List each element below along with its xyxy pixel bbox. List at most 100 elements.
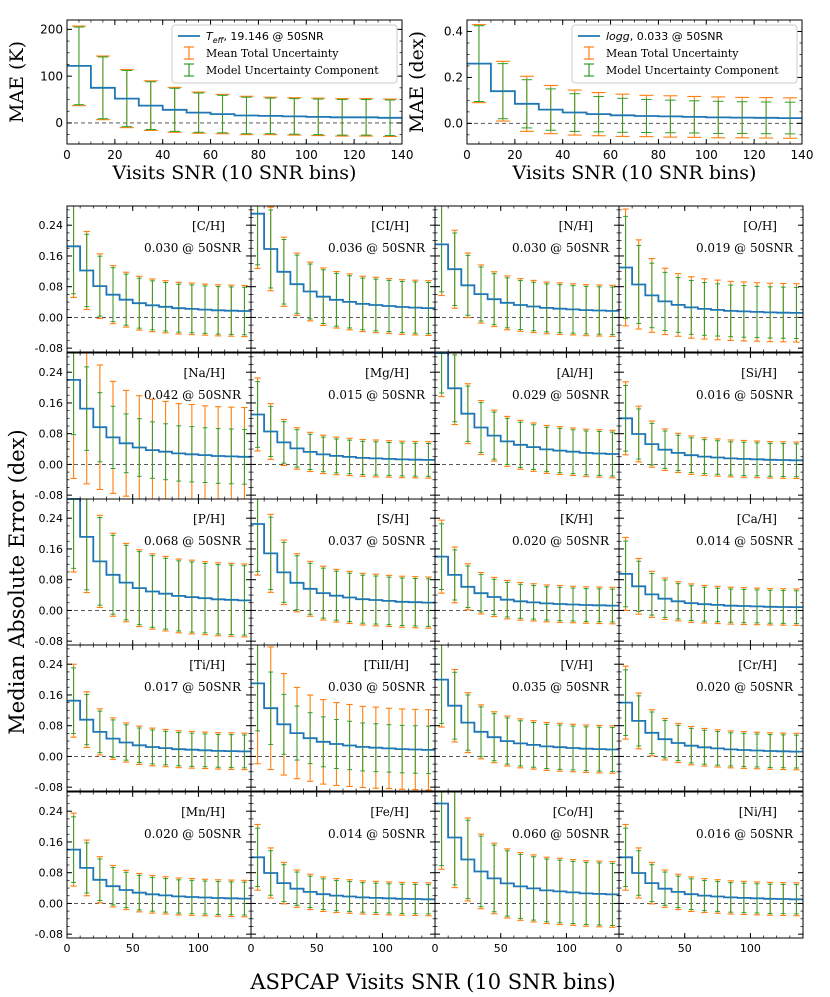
panel-mae-note: 0.020 @ 50SNR: [512, 534, 610, 548]
legend-total-label: Mean Total Uncertainty: [206, 47, 339, 60]
abundance-panel-O_H: [O/H] 0.019 @ 50SNR: [618, 205, 804, 353]
abundance-panel-N_H: [N/H] 0.030 @ 50SNR: [434, 205, 620, 353]
legend-line-label: Teff, 19.146 @ 50SNR: [206, 30, 324, 45]
x-tick-label: 60: [603, 148, 618, 162]
abundance-panel-CI_H: [CI/H] 0.036 @ 50SNR: [250, 205, 436, 353]
panel-mae-note: 0.016 @ 50SNR: [696, 827, 794, 841]
panel-title: [C/H]: [192, 219, 225, 233]
x-tick-label: 0: [432, 942, 439, 955]
x-tick-label: 100: [295, 148, 318, 162]
y-tick-label: 0.16: [39, 543, 64, 556]
panel-mae-note: 0.068 @ 50SNR: [144, 534, 242, 548]
mae-step-line: [251, 413, 435, 461]
y-tick-label: 0.16: [39, 250, 64, 263]
y-tick-label: 200: [40, 23, 63, 37]
y-tick-label: 0.16: [39, 689, 64, 702]
panel-title: [Si/H]: [741, 366, 777, 380]
panel-mae-note: 0.020 @ 50SNR: [144, 827, 242, 841]
x-tick-label: 100: [556, 942, 577, 955]
abundance-panel-Ni_H: 0 50 100 [Ni/H] 0.016 @ 50SNR: [616, 791, 804, 955]
panel-mae-note: 0.017 @ 50SNR: [144, 680, 242, 694]
abundance-panel-K_H: [K/H] 0.020 @ 50SNR: [434, 498, 620, 646]
panel-title: [O/H]: [743, 219, 777, 233]
mae-step-line: [67, 498, 251, 602]
mae-step-line: [435, 352, 619, 455]
panel-title: [S/H]: [377, 512, 409, 526]
x-tick-label: 0: [463, 148, 471, 162]
abundance-panel-Fe_H: 0 50 100 [Fe/H] 0.014 @ 50SNR: [248, 791, 436, 955]
x-tick-label: 20: [507, 148, 522, 162]
panel-mae-note: 0.029 @ 50SNR: [512, 388, 610, 402]
x-tick-label: 50: [678, 942, 692, 955]
y-tick-label: 0.08: [39, 574, 64, 587]
x-tick-label: 40: [155, 148, 170, 162]
y-tick-label: 0.24: [39, 805, 64, 818]
legend-box: [571, 24, 798, 84]
y-tick-label: -0.08: [35, 635, 63, 648]
abundance-panel-TiII_H: [TiII/H] 0.030 @ 50SNR: [250, 644, 436, 792]
mae-step-line: [67, 245, 251, 312]
panel-title: [Co/H]: [553, 805, 593, 819]
panel-mae-note: 0.036 @ 50SNR: [328, 241, 426, 255]
panel-mae-note: 0.030 @ 50SNR: [144, 241, 242, 255]
panel-title: [Ti/H]: [189, 658, 225, 672]
x-tick-label: 0: [63, 148, 71, 162]
x-tick-label: 100: [372, 942, 393, 955]
panel-mae-note: 0.035 @ 50SNR: [512, 680, 610, 694]
panel-title: [Fe/H]: [370, 805, 409, 819]
shared-y-label: Median Absolute Error (dex): [5, 429, 29, 734]
x-tick-label: 140: [391, 148, 414, 162]
panel-title: [Mg/H]: [365, 366, 409, 380]
y-tick-label: 0.08: [39, 281, 64, 294]
mae-step-line: [251, 682, 435, 751]
y-axis-label: MAE (dex): [406, 31, 428, 133]
y-tick-label: 0: [55, 116, 63, 130]
mae-step-line: [435, 678, 619, 751]
mae-step-line: [67, 699, 251, 753]
panel-mae-note: 0.037 @ 50SNR: [328, 534, 426, 548]
x-tick-label: 0: [248, 942, 255, 955]
abundance-panel-Cr_H: [Cr/H] 0.020 @ 50SNR: [618, 644, 804, 792]
mae-step-line: [251, 523, 435, 604]
legend-model-label: Model Uncertainty Component: [606, 64, 779, 77]
y-tick-label: 0.24: [39, 366, 64, 379]
x-tick-label: 20: [107, 148, 122, 162]
y-tick-label: -0.08: [35, 781, 63, 794]
x-tick-label: 50: [126, 942, 140, 955]
x-axis-label: Visits SNR (10 SNR bins): [112, 162, 357, 184]
legend-total-label: Mean Total Uncertainty: [606, 47, 739, 60]
legend: Teff, 19.146 @ 50SNR Mean Total Uncertain…: [171, 24, 398, 84]
mae-step-line: [435, 243, 619, 312]
y-tick-label: 0.00: [39, 604, 64, 617]
panel-mae-note: 0.019 @ 50SNR: [696, 241, 794, 255]
x-tick-label: 50: [494, 942, 508, 955]
abundance-panel-Mg_H: [Mg/H] 0.015 @ 50SNR: [250, 352, 436, 500]
x-tick-label: 140: [791, 148, 814, 162]
panel-mae-note: 0.016 @ 50SNR: [696, 388, 794, 402]
y-tick-label: -0.08: [35, 342, 63, 355]
mae-step-line: [619, 701, 803, 753]
panel-title: [Na/H]: [183, 366, 225, 380]
panel-title: [CI/H]: [371, 219, 409, 233]
mae-step-line: [251, 212, 435, 309]
panel-mae-note: 0.060 @ 50SNR: [512, 827, 610, 841]
abundance-panel-Na_H: -0.08 0.00 0.08 0.16 0.24 [Na/H] 0.042 @ 50SNR: [35, 352, 252, 502]
x-tick-label: 100: [188, 942, 209, 955]
x-tick-label: 60: [203, 148, 218, 162]
panel-mae-note: 0.030 @ 50SNR: [512, 241, 610, 255]
panel-title: [Al/H]: [557, 366, 593, 380]
x-tick-label: 0: [64, 942, 71, 955]
shared-x-label: ASPCAP Visits SNR (10 SNR bins): [249, 970, 615, 994]
y-axis-label: MAE (K): [6, 41, 28, 123]
panel-title: [V/H]: [560, 658, 593, 672]
mae-step-line: [251, 856, 435, 901]
x-tick-label: 120: [743, 148, 766, 162]
mae-step-line: [435, 555, 619, 607]
mae-step-line: [467, 62, 802, 119]
panel-mae-note: 0.042 @ 50SNR: [144, 388, 242, 402]
abundance-panel-Ti_H: -0.08 0.00 0.08 0.16 0.24 [Ti/H] 0.017 @ 50SNR: [35, 644, 252, 794]
abundance-panel-Si_H: [Si/H] 0.016 @ 50SNR: [618, 352, 804, 500]
y-tick-label: 0.00: [39, 311, 64, 324]
x-axis-label: Visits SNR (10 SNR bins): [512, 162, 757, 184]
